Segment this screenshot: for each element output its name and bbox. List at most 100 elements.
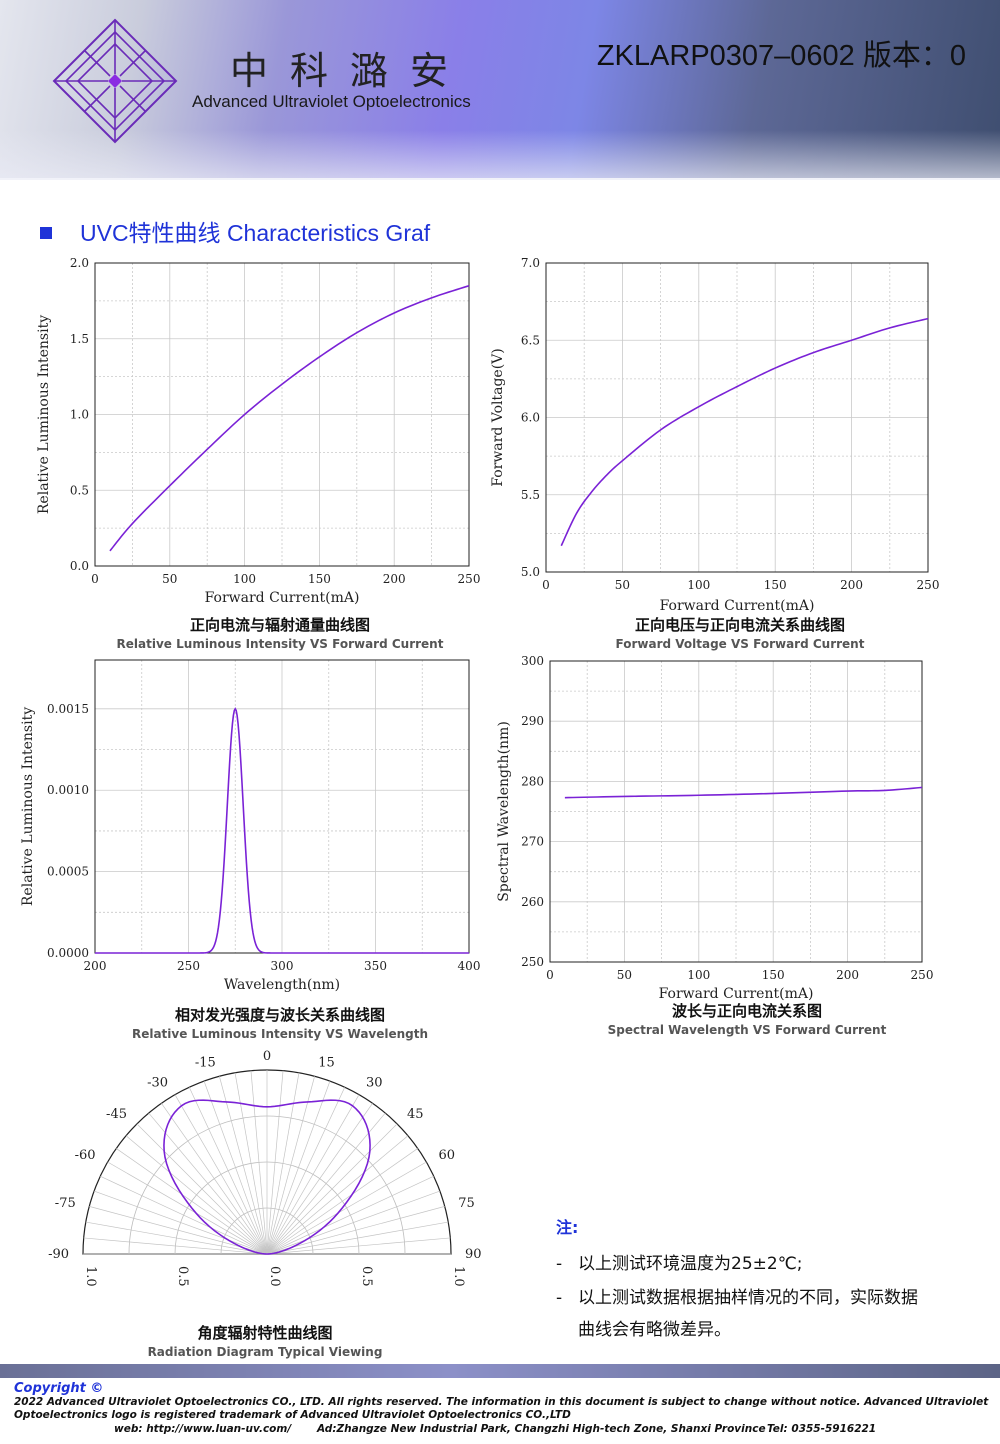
y-tick-label: 290 [521,714,544,728]
chart2-caption: 正向电压与正向电流关系曲线图 Forward Voltage VS Forwar… [520,614,960,651]
y-tick-label: 7.0 [521,256,540,270]
polar-spoke [266,1161,427,1255]
y-tick-label: 0.0015 [47,702,89,716]
y-tick-label: 270 [521,835,544,849]
angle-label: 45 [407,1107,424,1122]
chart-intensity-vs-wavelength: 200 250 300 350 400 0.0000 0.0005 0.0010 0.0015 W… [20,659,480,993]
angle-label: 90 [465,1247,482,1262]
x-tick-label: 100 [687,578,710,592]
x-tick-label: 250 [177,959,200,973]
document-number: ZKLARP0307–0602 版本：0 [596,40,966,72]
chart-intensity-vs-current: 0 50 100 150 200 250 0.0 0.5 1.0 1.5 2.0 Forward Cu… [36,256,481,606]
polar-spoke [85,1221,268,1255]
polar-spoke [266,1190,441,1255]
radial-label: 1.0 [83,1266,98,1287]
plot-frame [545,262,929,573]
x-tick-label: 250 [911,968,934,982]
series-line [109,284,470,552]
polar-spoke [266,1237,451,1255]
y-tick-label: 260 [521,895,544,909]
x-tick-label: 100 [687,968,710,982]
polar-spoke [161,1103,268,1255]
note-item-2-text: 以上测试数据根据抽样情况的不同，实际数据 [578,1288,918,1308]
chart5-caption: 角度辐射特性曲线图 Radiation Diagram Typical View… [45,1322,485,1359]
polar-spoke [266,1135,409,1255]
polar-spoke [266,1094,360,1255]
x-tick-label: 100 [233,572,256,586]
square-bullet-icon [40,226,52,239]
chart4-caption: 波长与正向电流关系图 Spectral Wavelength VS Forwar… [527,1000,967,1037]
polar-spoke [266,1123,398,1255]
polar-spoke [266,1087,346,1255]
y-tick-label: 5.5 [521,488,540,502]
x-axis-label: Forward Current(mA) [205,590,360,606]
y-tick-label: 1.5 [70,332,89,346]
polar-spoke [250,1070,268,1255]
x-tick-label: 250 [917,578,940,592]
header-banner: 中科潞安 Advanced Ultraviolet Optoelectronic… [0,0,1000,180]
series-line [564,786,923,799]
angle-label: 75 [458,1196,475,1211]
x-tick-label: 0 [546,968,554,982]
y-tick-label: 2.0 [70,256,89,270]
y-axis-label: Forward Voltage(V) [490,348,506,487]
x-tick-label: 150 [308,572,331,586]
y-axis-label: Spectral Wavelength(nm) [496,721,512,902]
y-tick-label: 0.0000 [47,946,89,960]
brand-chinese: 中科潞安 [230,49,471,93]
x-tick-label: 350 [364,959,387,973]
y-tick-label: 280 [521,774,544,788]
chart3-caption: 相对发光强度与波长关系曲线图 Relative Luminous Intensi… [60,1004,500,1041]
polar-spoke [266,1221,449,1255]
radial-label: 0.5 [359,1266,374,1287]
chart2-caption-en: Forward Voltage VS Forward Current [615,637,865,651]
y-tick-label: 250 [521,955,544,969]
section-title: UVC特性曲线 Characteristics Graf [40,214,430,248]
chart5-caption-en: Radiation Diagram Typical Viewing [147,1345,383,1359]
x-tick-label: 0 [91,572,99,586]
x-tick-label: 150 [762,968,785,982]
polar-spoke [266,1070,284,1255]
polar-spoke [266,1175,434,1255]
x-tick-label: 50 [162,572,177,586]
x-tick-label: 0 [542,578,550,592]
polar-spoke [93,1190,268,1255]
polar-spoke [266,1080,331,1255]
footer-web-link[interactable]: web: http://www.luan-uv.com/ [114,1423,292,1435]
polar-spoke [203,1080,268,1255]
polar-spoke [266,1206,445,1255]
polar-spoke [266,1076,315,1255]
plot-frame [94,262,470,567]
y-tick-label: 6.0 [521,411,540,425]
footer-bar [0,1364,1000,1378]
angle-label: -30 [147,1076,168,1091]
x-tick-label: 250 [458,572,481,586]
company-logo [52,18,178,144]
chart3-caption-en: Relative Luminous Intensity VS Wavelengt… [131,1027,429,1041]
note-item-1-text: 以上测试环境温度为25±2℃; [578,1254,803,1274]
chart-radiation-diagram: -90 -75 -60 -45 -30 -15 0 15 30 45 60 75 90 1.0 0.5 0.0… [48,1049,482,1287]
series-line [560,317,929,547]
polar-spoke [266,1103,373,1255]
angle-label: -90 [48,1247,69,1262]
brand-english: Advanced Ultraviolet Optoelectronics [192,92,471,111]
header-fade [0,130,1000,180]
note-item-1: - 以上测试环境温度为25±2℃; [556,1254,803,1274]
x-tick-label: 300 [271,959,294,973]
angle-label: 15 [318,1056,335,1071]
x-tick-label: 200 [836,968,859,982]
polar-spoke [125,1135,268,1255]
radial-label: 0.0 [267,1266,282,1287]
radiation-pattern-line [163,1099,371,1255]
x-tick-label: 200 [84,959,107,973]
chart4-caption-cn: 波长与正向电流关系图 [671,1002,822,1020]
polar-spoke [100,1175,268,1255]
y-axis-label: Relative Luminous Intensity [36,315,52,514]
x-tick-label: 200 [383,572,406,586]
section-title-text: UVC特性曲线 Characteristics Graf [80,220,431,246]
polar-spoke [83,1237,268,1255]
x-axis-label: Forward Current(mA) [660,598,815,614]
angle-label: -15 [195,1056,216,1071]
angle-label: 60 [438,1148,455,1163]
footer-address: Ad:Zhangze New Industrial Park, Changzhi… [317,1423,766,1435]
